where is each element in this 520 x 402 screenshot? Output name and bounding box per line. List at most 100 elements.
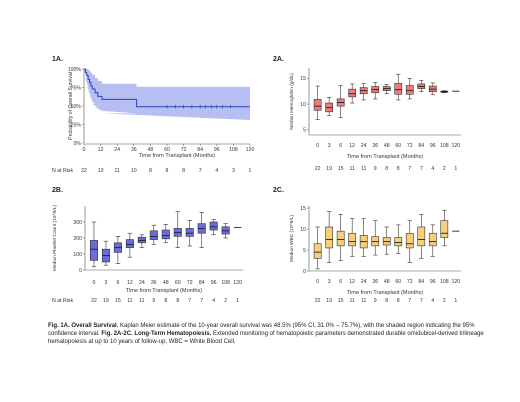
caption-fig2-title: Fig. 2A-2C. Long-Term Hematopoiesis. [101, 331, 212, 338]
x-tick-label: 48 [384, 279, 390, 285]
y-tick-label: 10 [300, 227, 306, 233]
at-risk-count: 11 [361, 166, 366, 172]
x-tick-label: 12 [349, 143, 355, 149]
x-tick-label: 36 [372, 143, 378, 149]
at-risk-count: 15 [338, 166, 344, 172]
y-tick-label: 200 [73, 236, 82, 242]
at-risk-count: 11 [349, 298, 354, 304]
at-risk-count: 8 [182, 168, 185, 174]
at-risk-count: 8 [166, 168, 169, 174]
x-axis-label: Time from Transplant (Months) [347, 154, 423, 160]
x-tick-label: 36 [151, 280, 157, 286]
x-tick-label: 96 [430, 279, 436, 285]
y-tick-label: 5 [303, 248, 306, 254]
x-tick-label: 108 [221, 280, 230, 286]
at-risk-count: 22 [81, 168, 87, 174]
at-risk-label: N at Risk [52, 298, 73, 304]
x-tick-label: 60 [395, 279, 401, 285]
at-risk-count: 2 [443, 298, 446, 304]
at-risk-count: 7 [408, 166, 411, 172]
box [348, 232, 357, 247]
at-risk-count: 9 [374, 298, 377, 304]
panel-label-2b: 2B. [52, 187, 63, 194]
x-tick-label: 3 [328, 143, 331, 149]
y-axis-label: Median Hemoglobin (g/dL) [289, 73, 295, 130]
x-tick-label: 6 [116, 280, 119, 286]
x-tick-label: 108 [229, 147, 238, 153]
at-risk-count: 8 [397, 298, 400, 304]
at-risk-count: 1 [454, 298, 457, 304]
x-tick-label: 60 [175, 280, 181, 286]
x-axis-label: Time from Transplant (Months) [347, 290, 423, 296]
x-tick-label: 24 [361, 279, 367, 285]
at-risk-count: 11 [139, 298, 144, 304]
x-tick-label: 84 [197, 147, 203, 153]
at-risk-count: 7 [200, 298, 203, 304]
at-risk-count: 2 [224, 298, 227, 304]
box [417, 226, 426, 247]
at-risk-count: 4 [215, 168, 218, 174]
at-risk-count: 2 [443, 166, 446, 172]
y-tick-label: 10 [300, 102, 306, 108]
y-tick-label: 0 [79, 268, 82, 274]
panel-label-1a: 1A. [52, 56, 63, 63]
y-tick-label: 50% [71, 104, 82, 110]
box [325, 226, 334, 249]
x-tick-label: 36 [372, 279, 378, 285]
x-tick-label: 3 [328, 279, 331, 285]
x-tick-label: 120 [451, 143, 460, 149]
x-tick-label: 96 [430, 143, 436, 149]
x-tick-label: 120 [233, 280, 242, 286]
y-tick-label: 0 [303, 269, 306, 275]
box [405, 232, 414, 249]
x-tick-label: 48 [163, 280, 169, 286]
box [209, 221, 218, 231]
y-axis-label: Probability of Overall Survival [68, 72, 74, 140]
box [185, 228, 194, 237]
box [440, 220, 449, 238]
at-risk-count: 1 [454, 166, 457, 172]
x-tick-label: 96 [214, 147, 220, 153]
at-risk-count: 9 [374, 166, 377, 172]
x-tick-label: 12 [98, 147, 104, 153]
at-risk-count: 8 [149, 168, 152, 174]
x-tick-label: 72 [407, 279, 413, 285]
at-risk-count: 22 [315, 298, 321, 304]
at-risk-count: 8 [164, 298, 167, 304]
x-tick-label: 48 [148, 147, 154, 153]
x-tick-label: 0 [316, 143, 319, 149]
box [336, 230, 345, 247]
y-tick-label: 75% [71, 85, 82, 91]
y-axis-label: Median Platelet Count (10^9/L) [52, 205, 58, 271]
box [313, 243, 322, 259]
at-risk-count: 15 [338, 298, 344, 304]
x-tick-label: 6 [339, 143, 342, 149]
y-tick-label: 15 [300, 76, 306, 82]
x-tick-label: 72 [181, 147, 187, 153]
box [394, 83, 403, 95]
at-risk-count: 9 [152, 298, 155, 304]
x-axis-label: Time from Transplant (Months) [139, 153, 215, 159]
at-risk-count: 7 [188, 298, 191, 304]
x-axis-label: Time from Transplant (Months) [126, 288, 202, 294]
at-risk-label: N at Risk [52, 168, 73, 174]
box [313, 99, 322, 111]
at-risk-count: 11 [361, 298, 366, 304]
box [394, 237, 403, 247]
x-tick-label: 36 [131, 147, 137, 153]
x-tick-label: 3 [105, 280, 108, 286]
panel-label-2a: 2A. [273, 56, 284, 63]
box [348, 88, 357, 98]
x-tick-label: 48 [384, 143, 390, 149]
at-risk-count: 7 [408, 298, 411, 304]
x-tick-label: 0 [316, 279, 319, 285]
chart-overall-survival: 0%25%50%75%100%0 12 24 36 48 60 72 84 96 108 120Ti… [52, 67, 254, 174]
ci-band [84, 69, 250, 121]
at-risk-count: 13 [98, 168, 104, 174]
at-risk-count: 8 [176, 298, 179, 304]
x-tick-label: 84 [418, 279, 424, 285]
x-tick-label: 24 [114, 147, 120, 153]
x-tick-label: 12 [127, 280, 133, 286]
